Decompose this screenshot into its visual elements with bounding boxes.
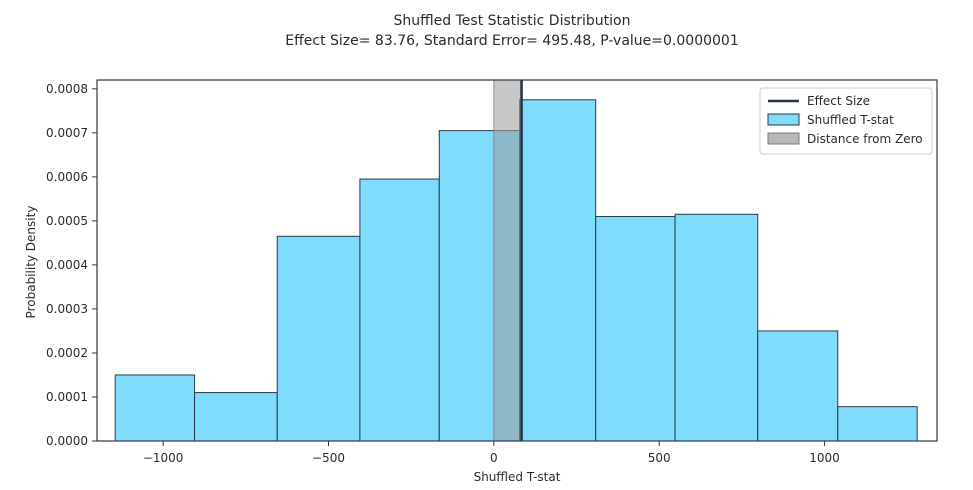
legend-box	[759, 87, 933, 155]
y-axis-ticks: 0.0000 0.0001 0.0002 0.0003 0.0004 0.0005 0.00…	[46, 82, 97, 448]
y-tick-label: 0.0008	[46, 82, 88, 96]
x-tick-label: 0	[490, 451, 498, 465]
legend: Effect Size Shuffled T-stat Distance fro…	[759, 87, 933, 155]
chart-subtitle: Effect Size= 83.76, Standard Error= 495.…	[285, 33, 738, 49]
y-tick-label: 0.0001	[46, 390, 88, 404]
histogram-bar	[837, 406, 918, 442]
y-tick-label: 0.0000	[46, 434, 88, 448]
legend-shuffled-tstat-label: Shuffled T-stat	[807, 113, 894, 127]
legend-shuffled-tstat-swatch	[767, 113, 800, 126]
histogram-bar	[359, 178, 440, 442]
y-tick-label: 0.0005	[46, 214, 88, 228]
chart-title: Shuffled Test Statistic Distribution	[394, 13, 631, 29]
shade-layer	[493, 79, 522, 442]
y-tick-label: 0.0007	[46, 126, 88, 140]
x-tick-label: 500	[648, 451, 671, 465]
histogram-bar	[674, 213, 759, 442]
histogram-bar	[757, 330, 839, 442]
x-axis-ticks: −1000 −500 0 500 1000	[143, 441, 840, 465]
histogram-bar	[194, 392, 278, 442]
y-tick-label: 0.0004	[46, 258, 88, 272]
x-tick-label: −1000	[143, 451, 184, 465]
histogram-bar	[276, 235, 361, 442]
legend-distance-from-zero-swatch	[767, 132, 800, 145]
y-axis-label: Probability Density	[24, 206, 38, 319]
histogram-bar	[519, 99, 597, 442]
histogram-bar	[114, 374, 196, 442]
legend-distance-from-zero-label: Distance from Zero	[807, 132, 923, 146]
y-tick-label: 0.0002	[46, 346, 88, 360]
x-tick-label: −500	[312, 451, 345, 465]
y-tick-label: 0.0006	[46, 170, 88, 184]
histogram-bar	[595, 215, 676, 442]
x-tick-label: 1000	[809, 451, 840, 465]
legend-effect-size-label: Effect Size	[807, 94, 870, 108]
bars-layer	[114, 99, 918, 442]
plot-frame	[96, 79, 938, 442]
y-tick-label: 0.0003	[46, 302, 88, 316]
x-axis-label: Shuffled T-stat	[474, 470, 561, 484]
distance-from-zero-span	[493, 79, 522, 442]
